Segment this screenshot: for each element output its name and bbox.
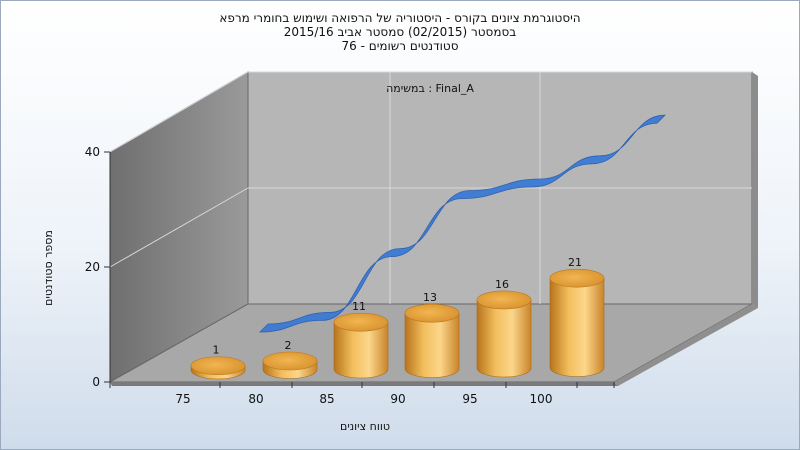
bar-0: 1	[190, 344, 246, 380]
y-tick-label-0: 0	[92, 375, 100, 389]
x-tick-label-3: 90	[390, 392, 405, 406]
bar-body-4	[476, 299, 532, 378]
bar-value-label-2: 11	[352, 300, 366, 313]
bar-value-label-3: 13	[423, 291, 437, 304]
bar-cap-4	[476, 290, 532, 310]
y-axis-label: מספר סטודנטים	[42, 230, 55, 306]
right-edge	[752, 72, 758, 308]
bar-cap-0	[190, 356, 246, 376]
x-tick-label-2: 85	[319, 392, 334, 406]
bar-value-label-1: 2	[285, 339, 292, 352]
title-line-1: היסטוגרמת ציונים בקורס - היסטוריה של הרפ…	[219, 11, 581, 25]
x-tick-label-1: 80	[248, 392, 263, 406]
bar-body-2	[333, 321, 389, 379]
title-line-3: סטודנטים רשומים - 76	[341, 39, 459, 53]
bar-5: 21	[549, 256, 605, 377]
axes: 0 20 40 75 80 85 90 95 100	[85, 145, 615, 406]
bar-1: 2	[262, 339, 318, 379]
bar-2: 11	[333, 300, 389, 379]
series-annotation: במשימה : Final_A	[386, 82, 474, 95]
grid-line-left-2	[109, 71, 249, 153]
bar-value-label-4: 16	[495, 278, 509, 291]
bar-cap-1	[262, 351, 318, 371]
grid-line-left-1	[109, 187, 249, 268]
x-tick-label-0: 75	[175, 392, 190, 406]
bar-cap-2	[333, 312, 389, 332]
bar-4: 16	[476, 278, 532, 378]
floor-edge	[614, 304, 758, 386]
bar-body-5	[549, 277, 605, 377]
cumulative-ribbon	[259, 114, 666, 333]
bar-cap-5	[549, 268, 605, 288]
bar-value-label-5: 21	[568, 256, 582, 269]
bar-body-3	[404, 312, 460, 378]
y-tick-label-2: 40	[85, 145, 100, 159]
title-line-2: בסמסטר (02/2015) סמסטר אביב 2015/16	[283, 25, 517, 39]
bar-value-label-0: 1	[213, 344, 220, 357]
x-axis-label: טווח ציונים	[340, 420, 390, 433]
bar-cap-3	[404, 303, 460, 323]
bars: 1 2 11 13 16 21	[190, 256, 605, 380]
bar-3: 13	[404, 291, 460, 378]
floor-front-edge	[110, 382, 618, 386]
x-tick-label-4: 95	[462, 392, 477, 406]
y-tick-label-1: 20	[85, 260, 100, 274]
x-tick-label-5: 100	[530, 392, 553, 406]
cumulative-line	[259, 114, 666, 333]
chart-title: היסטוגרמת ציונים בקורס - היסטוריה של הרפ…	[1, 11, 799, 53]
